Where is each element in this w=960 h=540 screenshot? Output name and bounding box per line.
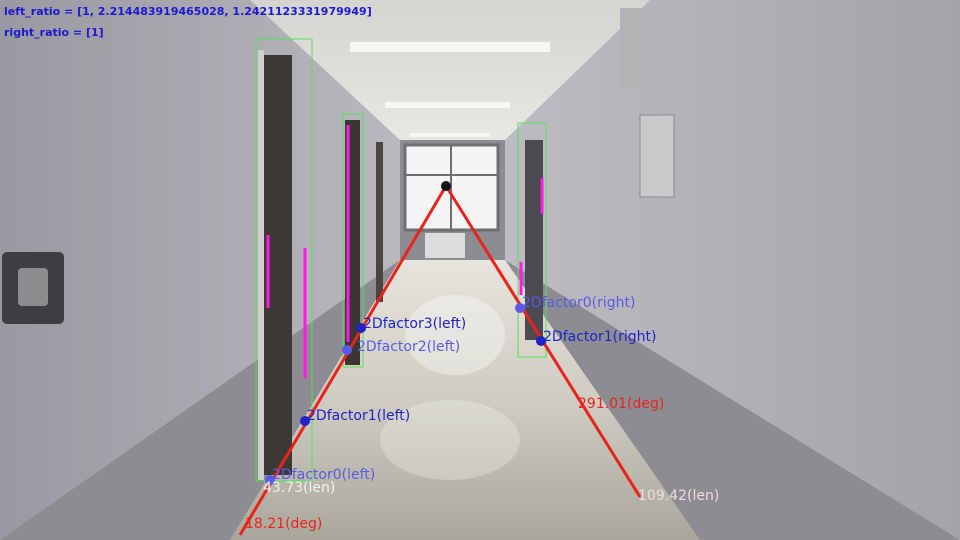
- label-left-factor0: 2Dfactor0(left): [272, 467, 376, 483]
- label-left-length: 43.73(len): [263, 480, 336, 496]
- left-factor3-dot: [356, 323, 366, 333]
- label-right-length: 109.42(len): [638, 488, 720, 504]
- label-left-factor3: 2Dfactor3(left): [363, 316, 467, 332]
- label-right-degree: 291.01(deg): [578, 396, 665, 412]
- left-factor0-dot: [265, 475, 275, 485]
- left-door-box-near: [255, 38, 313, 482]
- left-door-box-mid: [342, 113, 364, 368]
- left-perspective-line: [238, 185, 448, 536]
- left-factor2-dot: [342, 345, 352, 355]
- right-door-box: [517, 122, 547, 358]
- left-factor1-dot: [300, 416, 310, 426]
- label-left-factor1: 2Dfactor1(left): [307, 408, 411, 424]
- label-left-degree: 18.21(deg): [245, 516, 323, 532]
- label-left-factor2: 2Dfactor2(left): [357, 339, 461, 355]
- right-factor1-dot: [536, 336, 546, 346]
- label-right-factor1: 2Dfactor1(right): [543, 329, 657, 345]
- left-ratio-text: left_ratio = [1, 2.214483919465028, 1.24…: [4, 5, 372, 18]
- right-factor0-dot: [515, 303, 525, 313]
- label-right-factor0: 2Dfactor0(right): [522, 295, 636, 311]
- right-ratio-text: right_ratio = [1]: [4, 26, 104, 39]
- vanishing-point-dot: [441, 181, 451, 191]
